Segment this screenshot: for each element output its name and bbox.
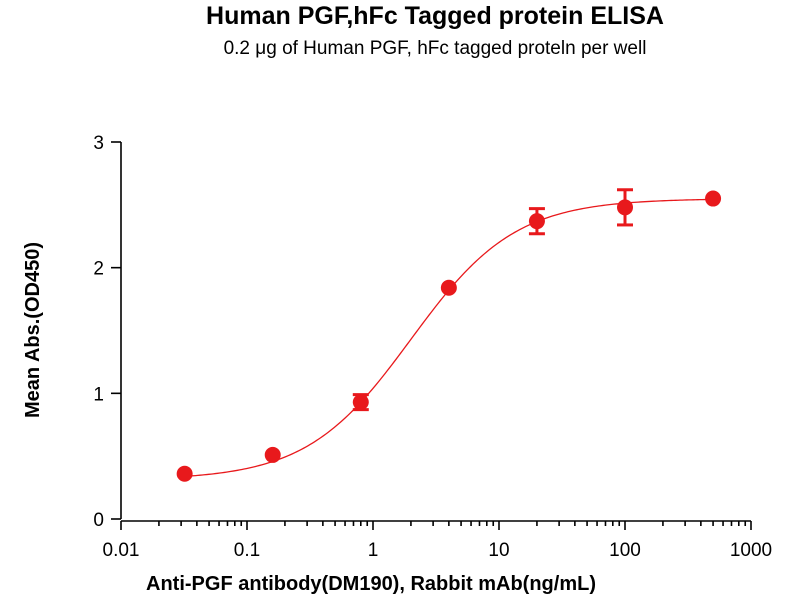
y-tick-label: 0 [93,510,104,531]
data-point [352,394,369,411]
chart-title: Human PGF,hFc Tagged protein ELISA [206,2,664,30]
y-axis-label: Mean Abs.(OD450) [22,242,44,418]
y-tick-label: 2 [93,259,104,280]
fit-curve [184,198,714,478]
data-point [440,279,457,296]
data-point [617,199,633,216]
x-tick-label: 100 [609,540,641,561]
x-tick-label: 0.1 [234,540,260,561]
x-tick-label: 0.01 [103,540,140,561]
x-tick-label: 1000 [730,540,772,561]
data-points [176,188,722,482]
data-point [264,446,281,463]
data-point [705,190,722,207]
x-tick-label: 10 [488,540,509,561]
data-point [528,213,545,230]
data-point [176,465,193,482]
x-axis-label: Anti-PGF antibody(DM190), Rabbit mAb(ng/… [146,573,596,595]
chart-subtitle: 0.2 μg of Human PGF, hFc tagged proteln … [224,38,647,59]
x-axis-ticks: 0.01 0.1 1 10 100 1000 [103,521,772,561]
y-axis-ticks: 0 1 2 3 [93,133,121,531]
y-tick-label: 1 [93,384,104,405]
y-tick-label: 3 [93,133,104,154]
x-tick-label: 1 [368,540,379,561]
